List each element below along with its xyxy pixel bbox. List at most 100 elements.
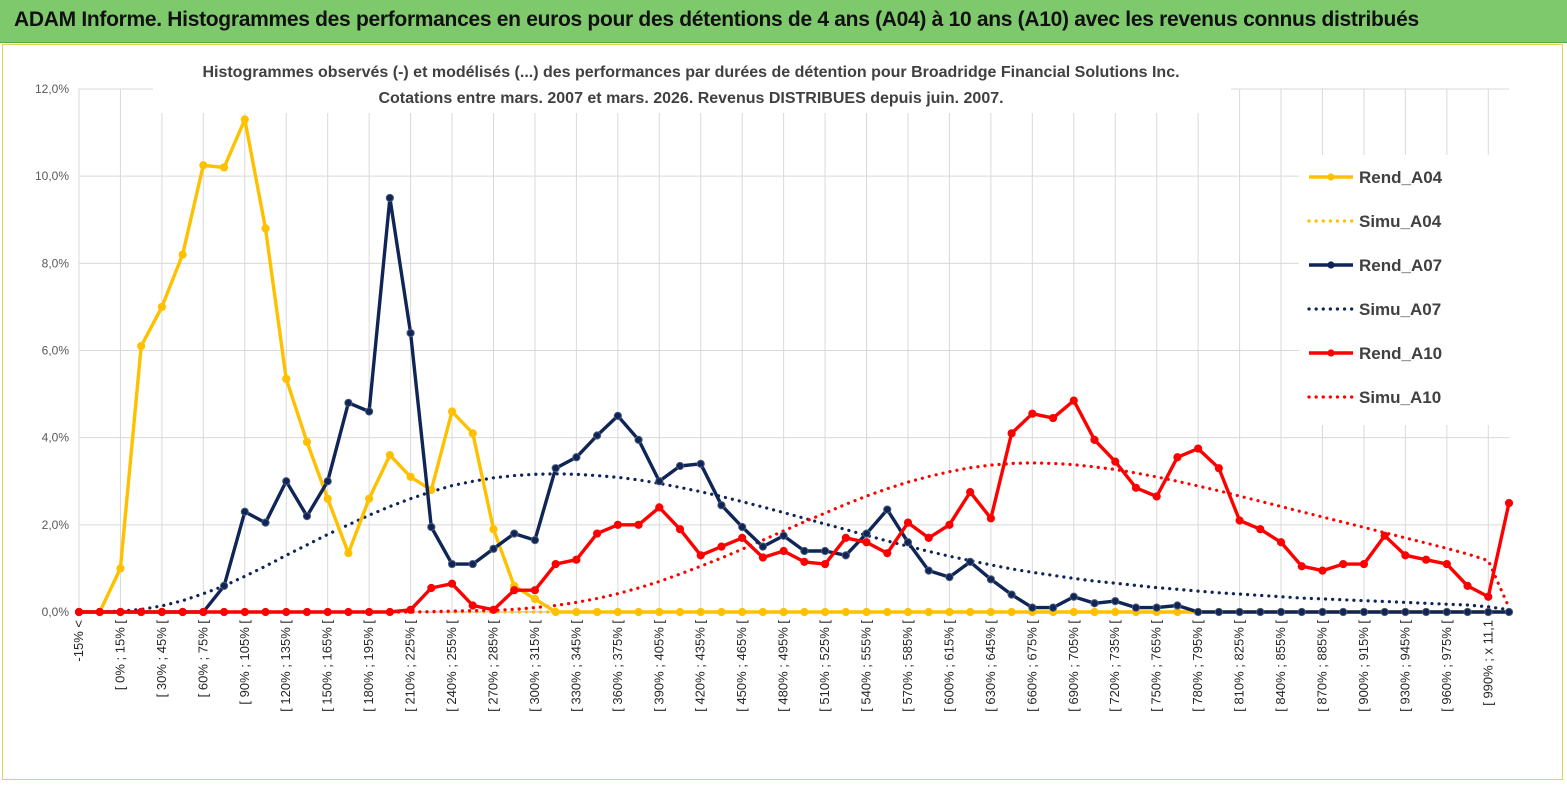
y-tick-label: 6,0% — [42, 344, 70, 358]
series-rend-a04-point — [261, 224, 270, 233]
series-rend-a07-point — [1276, 607, 1286, 617]
series-rend-a07-point — [551, 464, 560, 473]
series-rend-a04-point — [447, 407, 457, 416]
series-rend-a04-point — [1090, 607, 1099, 617]
series-rend-a10-point — [302, 607, 312, 617]
series-rend-a04-point — [655, 607, 664, 617]
series-rend-a10-point — [572, 555, 581, 564]
series-rend-a07-point — [1318, 607, 1327, 617]
series-rend-a04-point — [137, 342, 146, 351]
series-rend-a04-point — [758, 607, 768, 617]
series-rend-a04-point — [924, 607, 933, 617]
series-rend-a07-point — [1235, 607, 1244, 617]
chart-title-line1: Histogrammes observés (-) et modélisés (… — [202, 64, 1179, 81]
series-rend-a10-point — [1359, 559, 1369, 569]
series-rend-a07-point — [406, 328, 415, 338]
series-rend-a04-point — [344, 549, 353, 558]
series-rend-a10-point — [240, 607, 249, 617]
series-rend-a07-point — [302, 512, 312, 521]
series-rend-a10-point — [510, 586, 519, 595]
series-rend-a04-point — [489, 525, 498, 534]
x-tick-label: [ 750% ; 765% [ — [1149, 620, 1164, 712]
series-rend-a10-point — [1235, 516, 1244, 525]
series-rend-a10-point — [427, 583, 436, 593]
x-tick-label: [ 540% ; 555% [ — [859, 620, 874, 712]
y-tick-label: 10,0% — [35, 169, 69, 183]
series-rend-a10-point — [219, 607, 229, 617]
series-rend-a10-point — [1442, 559, 1451, 569]
series-rend-a07-point — [1131, 603, 1141, 612]
series-rend-a04-point — [282, 374, 291, 383]
series-rend-a07-point — [219, 581, 229, 590]
series-rend-a10-point — [1090, 435, 1099, 444]
series-rend-a10-point — [862, 538, 871, 547]
series-rend-a10-point — [1131, 483, 1141, 492]
series-simu-a07-line — [77, 472, 1511, 614]
x-tick-label: [ 120% ; 135% [ — [278, 620, 293, 712]
series-rend-a07-point — [717, 501, 726, 510]
series-rend-a04-point — [240, 115, 249, 124]
series-rend-a07-point — [1339, 607, 1348, 617]
series-rend-a10-point — [178, 607, 187, 617]
x-tick-label: [ 960% ; 975% [ — [1439, 620, 1454, 712]
series-rend-a04-point — [593, 607, 602, 617]
series-rend-a07-point — [841, 551, 850, 560]
x-tick-label: [ 660% ; 675% [ — [1024, 620, 1039, 712]
series-rend-a07-point — [447, 559, 457, 569]
series-rend-a07-point — [1152, 603, 1161, 612]
series-rend-a04-point — [696, 607, 705, 617]
series-rend-a10-point — [717, 542, 726, 551]
series-rend-a10-point — [945, 520, 954, 529]
x-tick-label: [ 990% ; x 11,1 — [1480, 620, 1495, 706]
legend-simu-a04-label: Simu_A04 — [1359, 212, 1442, 231]
series-rend-a04-point — [530, 594, 540, 604]
series-rend-a07-point — [758, 542, 768, 551]
series-rend-a10-point — [634, 520, 643, 529]
legend-simu-a10-label: Simu_A10 — [1359, 388, 1441, 407]
x-tick-label: [ 30% ; 45% [ — [154, 620, 169, 698]
y-tick-label: 4,0% — [42, 431, 70, 445]
series-rend-a07-point — [634, 435, 643, 444]
series-rend-a07-point — [468, 559, 477, 569]
series-rend-a07-point — [240, 507, 249, 516]
series-rend-a07-point — [966, 557, 975, 566]
series-rend-a10-point — [593, 529, 602, 538]
series-rend-a10-point — [199, 607, 208, 617]
series-rend-a07-point — [261, 518, 270, 527]
x-tick-label: [ 60% ; 75% [ — [195, 620, 210, 698]
series-rend-a10-point — [1276, 538, 1286, 547]
series-rend-a07-point — [1256, 607, 1265, 617]
series-rend-a07-point — [1401, 607, 1410, 617]
series-rend-a10-point — [551, 559, 560, 569]
series-rend-a07-point — [738, 522, 747, 532]
series-rend-a10-point — [95, 607, 104, 617]
x-tick-label: [ 0% ; 15% [ — [112, 620, 127, 690]
series-rend-a10-point — [1069, 396, 1078, 405]
x-tick-label: -15% < — [71, 620, 86, 662]
series-rend-a10-point — [137, 607, 146, 617]
series-rend-a10-point — [1152, 492, 1161, 501]
series-rend-a04-point — [302, 437, 312, 447]
series-rend-a07-point — [1380, 607, 1389, 617]
series-rend-a07-point — [1214, 607, 1223, 617]
series-rend-a07-point — [903, 538, 913, 547]
series-rend-a10-point — [1401, 551, 1410, 560]
series-rend-a10-point — [1111, 457, 1120, 466]
chart-area: 0,0% 2,0% 4,0% 6,0% 8,0% 10,0% 12,0% -15% < [ 0%… — [2, 44, 1563, 780]
x-tick-label: [ 210% ; 225% [ — [403, 620, 418, 712]
legend-rend-a04-label: Rend_A04 — [1359, 168, 1443, 187]
x-tick-label: [ 90% ; 105% [ — [237, 620, 252, 705]
series-rend-a10-point — [1297, 562, 1306, 571]
x-tick-label: [ 870% ; 885% [ — [1314, 620, 1329, 712]
series-rend-a10-point — [1463, 581, 1472, 590]
series-rend-a10-point — [966, 488, 975, 497]
series-rend-a07-point — [1463, 607, 1472, 617]
x-tick-label: [ 570% ; 585% [ — [900, 620, 915, 712]
series-rend-a04-point — [406, 472, 415, 481]
series-rend-a10-point — [1380, 531, 1389, 540]
series-rend-a10-point — [779, 546, 788, 556]
legend-rend-a07-label: Rend_A07 — [1359, 256, 1442, 275]
series-rend-a04-point — [323, 494, 332, 503]
legend-rend-a07-marker — [1327, 261, 1335, 269]
series-rend-a07-point — [489, 544, 498, 553]
